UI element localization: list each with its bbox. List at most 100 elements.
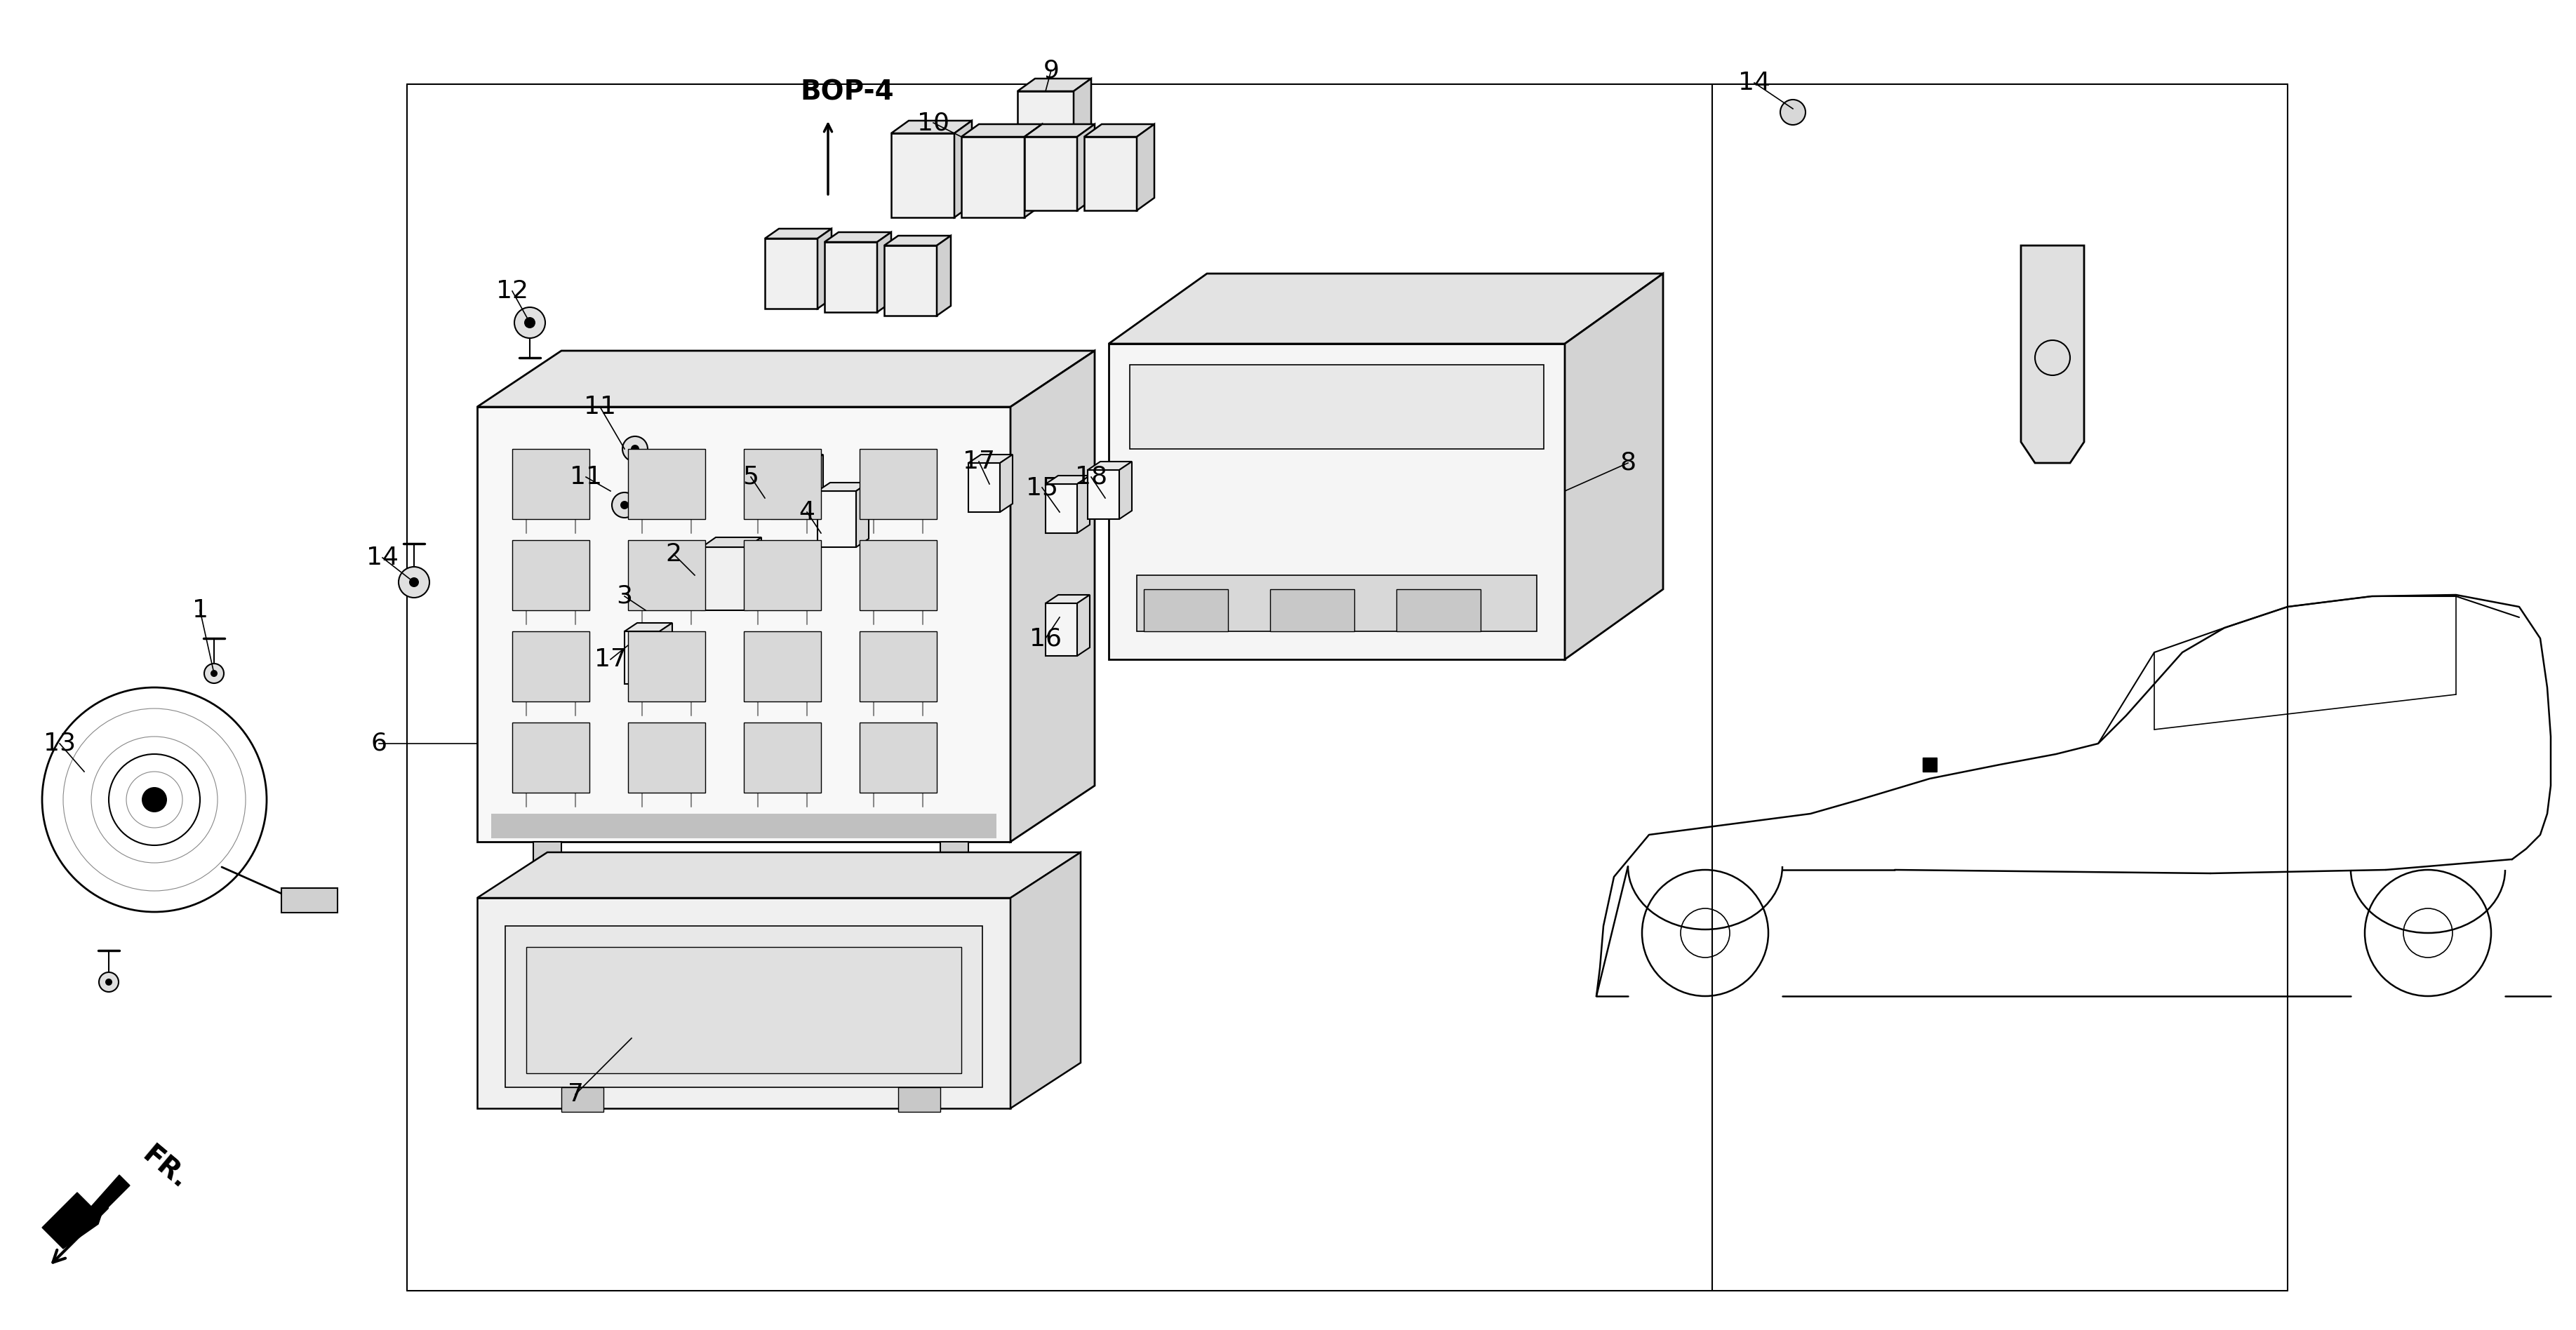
Bar	[513, 632, 590, 701]
Polygon shape	[811, 455, 824, 519]
Bar	[505, 926, 981, 1088]
Bar	[513, 722, 590, 793]
Polygon shape	[817, 491, 855, 547]
Bar	[492, 814, 997, 838]
Polygon shape	[817, 483, 868, 491]
Text: 15: 15	[1025, 476, 1059, 500]
Circle shape	[204, 664, 224, 684]
Polygon shape	[1077, 595, 1090, 656]
Text: 6: 6	[371, 732, 386, 755]
Polygon shape	[855, 483, 868, 547]
Circle shape	[523, 317, 536, 329]
Bar	[860, 450, 938, 519]
Circle shape	[1780, 100, 1806, 125]
Bar	[1131, 364, 1543, 450]
Polygon shape	[824, 233, 891, 242]
Polygon shape	[1074, 78, 1092, 169]
Polygon shape	[533, 842, 562, 887]
Text: BOP-4: BOP-4	[801, 78, 894, 105]
Text: 16: 16	[1030, 626, 1061, 650]
Circle shape	[621, 501, 629, 509]
Polygon shape	[1084, 137, 1136, 210]
Circle shape	[623, 436, 647, 462]
Polygon shape	[1046, 595, 1090, 604]
Text: 14: 14	[1739, 70, 1770, 94]
Polygon shape	[1108, 343, 1564, 660]
Polygon shape	[1564, 274, 1664, 660]
Bar	[526, 947, 961, 1073]
Polygon shape	[1046, 476, 1090, 484]
Bar	[744, 450, 822, 519]
Polygon shape	[824, 242, 878, 313]
Bar	[513, 450, 590, 519]
Text: 2: 2	[665, 543, 683, 567]
Text: 11: 11	[585, 395, 616, 419]
Polygon shape	[940, 842, 969, 887]
Bar	[1396, 589, 1481, 632]
Polygon shape	[623, 622, 672, 632]
Polygon shape	[891, 133, 953, 218]
Polygon shape	[477, 853, 1082, 898]
Polygon shape	[623, 632, 659, 684]
Bar	[1270, 589, 1355, 632]
Polygon shape	[1010, 351, 1095, 842]
Polygon shape	[1025, 137, 1077, 210]
Polygon shape	[41, 1174, 129, 1249]
Polygon shape	[1077, 124, 1095, 210]
Circle shape	[631, 444, 639, 454]
Text: 17: 17	[963, 450, 994, 473]
Polygon shape	[1108, 274, 1664, 343]
Text: 14: 14	[366, 545, 399, 569]
Polygon shape	[961, 137, 1025, 218]
Polygon shape	[884, 246, 938, 315]
Polygon shape	[1018, 78, 1092, 92]
Circle shape	[98, 972, 118, 992]
Text: 10: 10	[917, 110, 951, 134]
Polygon shape	[765, 238, 817, 309]
Text: 7: 7	[567, 1083, 585, 1107]
Polygon shape	[1077, 476, 1090, 533]
Polygon shape	[1084, 124, 1154, 137]
Polygon shape	[477, 407, 1010, 842]
Polygon shape	[953, 121, 971, 218]
Text: 9: 9	[1043, 59, 1059, 82]
Bar	[629, 632, 706, 701]
Bar	[860, 540, 938, 610]
Text: 13: 13	[44, 732, 75, 755]
Polygon shape	[1136, 124, 1154, 210]
Bar	[744, 540, 822, 610]
Bar	[281, 888, 337, 912]
Polygon shape	[477, 898, 1010, 1108]
Bar	[899, 1088, 940, 1112]
Circle shape	[399, 567, 430, 597]
Bar	[513, 540, 590, 610]
Circle shape	[211, 670, 216, 677]
Text: 5: 5	[742, 465, 760, 489]
Polygon shape	[1046, 484, 1077, 533]
Polygon shape	[773, 455, 824, 463]
Polygon shape	[938, 235, 951, 315]
Polygon shape	[1018, 92, 1074, 169]
Bar	[629, 722, 706, 793]
Polygon shape	[659, 622, 672, 684]
Text: 11: 11	[569, 465, 603, 489]
Bar	[860, 722, 938, 793]
Text: 12: 12	[497, 279, 528, 303]
Text: 1: 1	[193, 599, 209, 622]
Bar	[744, 632, 822, 701]
Circle shape	[613, 492, 636, 517]
Circle shape	[410, 577, 420, 587]
Polygon shape	[969, 455, 1012, 463]
Bar	[629, 540, 706, 610]
Bar	[629, 450, 706, 519]
Polygon shape	[701, 547, 747, 610]
Circle shape	[106, 979, 113, 986]
Bar	[860, 632, 938, 701]
Polygon shape	[1118, 462, 1131, 519]
Polygon shape	[477, 351, 1095, 407]
Text: 3: 3	[616, 584, 634, 608]
Polygon shape	[1025, 124, 1043, 218]
Polygon shape	[999, 455, 1012, 512]
Polygon shape	[1087, 462, 1131, 469]
Polygon shape	[1087, 469, 1118, 519]
